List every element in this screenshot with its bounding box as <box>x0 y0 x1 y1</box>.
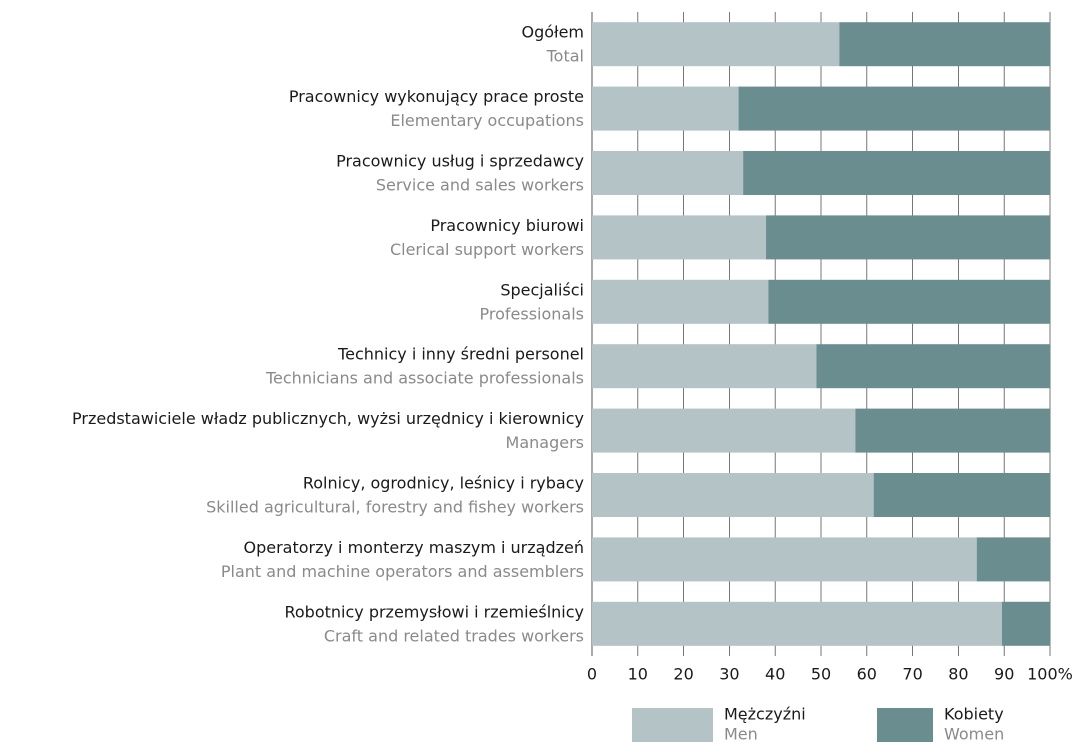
category-label-en: Skilled agricultural, forestry and fishe… <box>206 498 584 517</box>
x-tick-label: 10 <box>628 665 648 684</box>
legend-label-en: Men <box>724 725 758 742</box>
x-tick-label: 70 <box>902 665 922 684</box>
bar-segment <box>592 537 977 582</box>
category-label: Pracownicy wykonujący prace proste <box>289 87 584 106</box>
category-label-en: Technicians and associate professionals <box>265 369 584 388</box>
x-tick-label: 100% <box>1027 665 1073 684</box>
bar-segment <box>839 22 1050 67</box>
category-label: Pracownicy usług i sprzedawcy <box>336 152 584 171</box>
x-tick-label: 80 <box>948 665 968 684</box>
x-tick-label: 0 <box>587 665 597 684</box>
category-label: Pracownicy biurowi <box>430 216 584 235</box>
category-label-en: Managers <box>506 433 584 452</box>
bar-segment <box>592 86 739 131</box>
bar-segment <box>976 537 1050 582</box>
bar-segment <box>592 473 874 517</box>
bar-segment <box>592 279 769 324</box>
category-label-en: Craft and related trades workers <box>324 626 584 645</box>
x-tick-label: 90 <box>994 665 1014 684</box>
category-label-en: Professionals <box>480 304 585 323</box>
category-label-en: Elementary occupations <box>390 111 584 130</box>
x-tick-label: 60 <box>857 665 877 684</box>
category-label: Technicy i inny średni personel <box>337 345 584 364</box>
category-label-en: Service and sales workers <box>376 176 584 195</box>
bar-segment <box>855 408 1050 453</box>
category-label: Specjaliści <box>500 280 584 299</box>
category-label-en: Plant and machine operators and assemble… <box>221 562 584 581</box>
bar-segment <box>738 86 1050 131</box>
category-label: Ogółem <box>521 23 584 42</box>
bar-segment <box>1001 601 1050 646</box>
category-label: Rolnicy, ogrodnicy, leśnicy i rybacy <box>303 474 584 493</box>
x-tick-label: 40 <box>765 665 785 684</box>
bar-segment <box>873 473 1050 517</box>
bar-segment <box>592 408 856 453</box>
x-tick-label: 50 <box>811 665 831 684</box>
legend-label: Mężczyźni <box>724 705 806 724</box>
bar-segment <box>592 601 1002 646</box>
bar-segment <box>743 151 1050 195</box>
bar-segment <box>766 215 1050 260</box>
legend-swatch <box>632 708 713 742</box>
bar-segment <box>768 279 1050 324</box>
bar-segment <box>816 344 1050 389</box>
legend-swatch <box>877 708 933 742</box>
category-label-en: Clerical support workers <box>390 240 584 259</box>
bar-segment <box>592 151 744 195</box>
category-label-en: Total <box>546 47 584 66</box>
bar-segment <box>592 22 840 67</box>
category-label: Operatorzy i monterzy maszym i urządzeń <box>243 538 584 557</box>
legend-label-en: Women <box>944 725 1004 742</box>
x-tick-label: 20 <box>673 665 693 684</box>
category-label: Robotnicy przemysłowi i rzemieślnicy <box>284 602 584 621</box>
category-label: Przedstawiciele władz publicznych, wyżsi… <box>72 409 584 428</box>
bar-segment <box>592 215 767 260</box>
legend-label: Kobiety <box>944 705 1004 724</box>
bar-segment <box>592 344 817 389</box>
x-tick-label: 30 <box>719 665 739 684</box>
